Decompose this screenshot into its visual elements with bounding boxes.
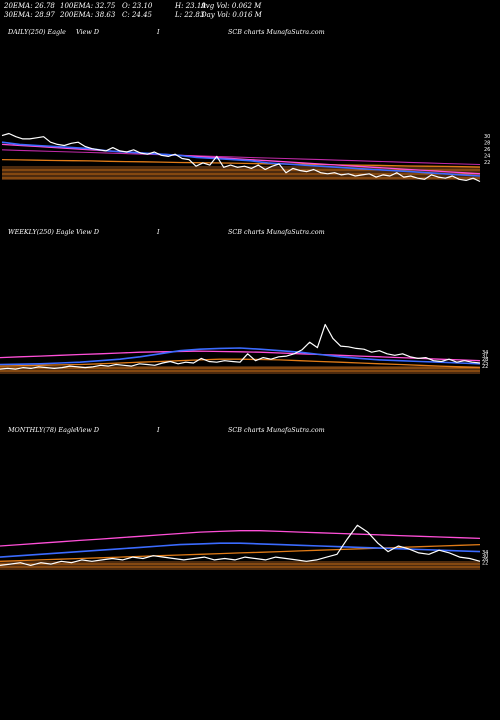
- price-zone-band: [0, 366, 480, 374]
- panel-source: SCB charts MunafaSutra.com: [228, 28, 325, 36]
- low-stat: L: 22.83: [175, 11, 205, 19]
- price-axis-label: 26: [482, 557, 488, 563]
- panel-source: SCB charts MunafaSutra.com: [228, 426, 325, 434]
- ema-blue-line: [1, 141, 481, 177]
- ema-orange-line: [0, 543, 481, 562]
- panel-indicator: I: [157, 228, 160, 236]
- ema-blue-line: [0, 542, 481, 558]
- price-axis-label: 31: [482, 354, 488, 360]
- open-stat: O: 23.10: [122, 2, 153, 10]
- panel-view: View D: [76, 28, 99, 36]
- ema-pink-line: [0, 350, 481, 362]
- panel-indicator: I: [157, 28, 160, 36]
- price-axis-label: 30: [482, 554, 488, 560]
- price-axis-label: 22: [482, 364, 488, 370]
- ema20-stat: 20EMA: 26.78: [4, 2, 55, 10]
- price-line: [0, 524, 481, 566]
- panel-title: DAILY(250) Eagle: [8, 28, 66, 36]
- price-axis-label: 25: [482, 361, 488, 367]
- close-stat: C: 24.45: [122, 11, 152, 19]
- price-axis-label: 22: [484, 160, 490, 166]
- ema-pink-line: [1, 143, 481, 175]
- price-axis-label: 24: [484, 154, 490, 160]
- price-axis-label: 30: [484, 134, 490, 140]
- ema-orange-line: [1, 158, 481, 168]
- monthly-panel: MONTHLY(78) Eagle View D I SCB charts Mu…: [0, 426, 500, 621]
- panel-view: View D: [76, 228, 99, 236]
- panel-title: WEEKLY(250) Eagle: [8, 228, 75, 236]
- price-axis-label: 34: [482, 350, 488, 356]
- ema-pink-line: [0, 530, 481, 547]
- price-axis-label: 28: [482, 357, 488, 363]
- panel-source: SCB charts MunafaSutra.com: [228, 228, 325, 236]
- price-axis-label: 28: [484, 141, 490, 147]
- daily-panel: DAILY(250) Eagle View D I SCB charts Mun…: [0, 28, 500, 223]
- ema200-stat: 200EMA: 38.63: [60, 11, 116, 19]
- weekly-panel: WEEKLY(250) Eagle View D I SCB charts Mu…: [0, 228, 500, 423]
- price-axis-label: 22: [482, 561, 488, 567]
- day-vol-stat: Day Vol: 0.016 M: [201, 11, 262, 19]
- high-stat: H: 23.19: [175, 2, 206, 10]
- panel-view: View D: [76, 426, 99, 434]
- panel-indicator: I: [157, 426, 160, 434]
- price-zone-band: [0, 561, 480, 570]
- ema-orange-line: [0, 358, 481, 369]
- price-axis-label: 34: [482, 550, 488, 556]
- panel-title: MONTHLY(78) Eagle: [8, 426, 77, 434]
- ema-blue-line: [0, 347, 481, 366]
- ema30-stat: 30EMA: 28.97: [4, 11, 55, 19]
- avg-vol-stat: Avg Vol: 0.062 M: [201, 2, 262, 10]
- price-line: [0, 323, 481, 370]
- price-line: [1, 132, 481, 183]
- ema-magenta-line: [1, 149, 481, 166]
- ema100-stat: 100EMA: 32.75: [60, 2, 116, 10]
- price-axis-label: 26: [484, 147, 490, 153]
- price-zone-band: [2, 166, 480, 180]
